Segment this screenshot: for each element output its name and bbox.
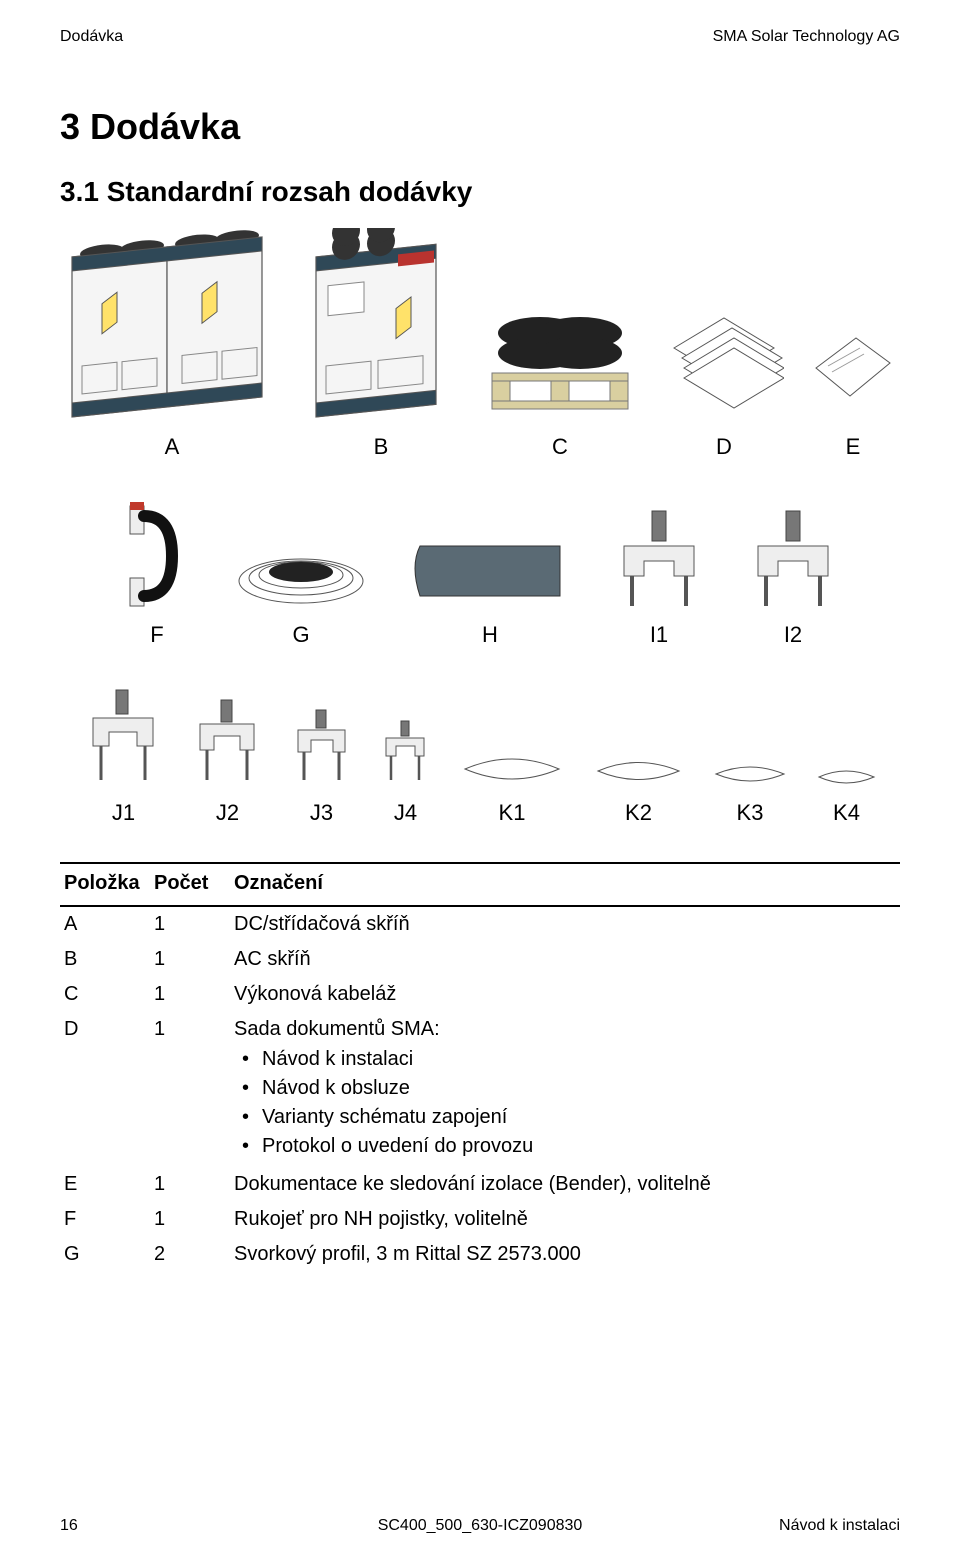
cell-desc: Výkonová kabeláž	[230, 977, 900, 1012]
label-K4: K4	[814, 800, 879, 826]
table-row: C1Výkonová kabeláž	[60, 977, 900, 1012]
subsection-title: 3.1 Standardní rozsah dodávky	[60, 176, 900, 208]
th-desc: Označení	[230, 863, 900, 906]
header-left: Dodávka	[60, 28, 123, 46]
figure-row-2	[60, 496, 900, 616]
illus-J2	[190, 694, 265, 794]
illus-C	[480, 278, 640, 428]
illus-J3	[289, 704, 354, 794]
table-row: A1DC/střídačová skříň	[60, 906, 900, 942]
figure-row-3	[60, 684, 900, 794]
illus-K4	[814, 760, 879, 794]
label-K1: K1	[457, 800, 567, 826]
cell-qty: 2	[150, 1237, 230, 1272]
illus-K1	[457, 744, 567, 794]
table-row: F1Rukojeť pro NH pojistky, volitelně	[60, 1202, 900, 1237]
label-H: H	[400, 622, 580, 648]
cell-desc: Dokumentace ke sledování izolace (Bender…	[230, 1167, 900, 1202]
cell-desc: DC/střídačová skříň	[230, 906, 900, 942]
desc-bullet: Varianty schématu zapojení	[262, 1103, 890, 1132]
table-row: G2Svorkový profil, 3 m Rittal SZ 2573.00…	[60, 1237, 900, 1272]
illus-F	[112, 496, 202, 616]
illus-H	[400, 526, 580, 616]
label-D: D	[664, 434, 784, 460]
label-J4: J4	[378, 800, 433, 826]
cell-desc: Rukojeť pro NH pojistky, volitelně	[230, 1202, 900, 1237]
label-J2: J2	[190, 800, 265, 826]
illus-K3	[710, 754, 790, 794]
footer-title: Návod k instalaci	[779, 1517, 900, 1535]
figure-row-3-labels: J1 J2 J3 J4 K1 K2 K3 K4	[60, 800, 900, 826]
cell-qty: 1	[150, 1167, 230, 1202]
illus-B	[306, 228, 456, 428]
header-right: SMA Solar Technology AG	[713, 28, 900, 46]
running-header: Dodávka SMA Solar Technology AG	[60, 28, 900, 46]
illus-E	[808, 318, 898, 428]
cell-qty: 1	[150, 942, 230, 977]
figure-row-1	[60, 228, 900, 428]
figure-row-2-labels: F G H I1 I2	[60, 622, 900, 648]
illus-J4	[378, 716, 433, 794]
label-J3: J3	[289, 800, 354, 826]
delivery-table: Položka Počet Označení A1DC/střídačová s…	[60, 862, 900, 1272]
label-K2: K2	[591, 800, 686, 826]
label-K3: K3	[710, 800, 790, 826]
th-qty: Počet	[150, 863, 230, 906]
footer-page: 16	[60, 1517, 78, 1535]
cell-desc: Sada dokumentů SMA:Návod k instalaciNávo…	[230, 1012, 900, 1167]
label-C: C	[480, 434, 640, 460]
footer-docid: SC400_500_630-ICZ090830	[60, 1517, 900, 1535]
label-I1: I1	[604, 622, 714, 648]
cell-item: D	[60, 1012, 150, 1167]
illus-K2	[591, 748, 686, 794]
label-J1: J1	[81, 800, 166, 826]
cell-qty: 1	[150, 977, 230, 1012]
desc-bullet: Návod k obsluze	[262, 1074, 890, 1103]
th-item: Položka	[60, 863, 150, 906]
illus-I1	[604, 506, 714, 616]
cell-desc: Svorkový profil, 3 m Rittal SZ 2573.000	[230, 1237, 900, 1272]
delivery-figure: A B C D E	[60, 228, 900, 826]
label-B: B	[306, 434, 456, 460]
label-A: A	[62, 434, 282, 460]
illus-I2	[738, 506, 848, 616]
cell-qty: 1	[150, 1012, 230, 1167]
label-E: E	[808, 434, 898, 460]
desc-bullet: Protokol o uvedení do provozu	[262, 1132, 890, 1161]
cell-item: G	[60, 1237, 150, 1272]
label-G: G	[226, 622, 376, 648]
illus-J1	[81, 684, 166, 794]
table-row: E1Dokumentace ke sledování izolace (Bend…	[60, 1167, 900, 1202]
cell-qty: 1	[150, 906, 230, 942]
page-footer: 16 SC400_500_630-ICZ090830 Návod k insta…	[60, 1517, 900, 1535]
illus-A	[62, 228, 282, 428]
label-F: F	[112, 622, 202, 648]
cell-item: F	[60, 1202, 150, 1237]
table-header-row: Položka Počet Označení	[60, 863, 900, 906]
desc-bullets: Návod k instalaciNávod k obsluzeVarianty…	[234, 1045, 890, 1161]
cell-item: E	[60, 1167, 150, 1202]
label-I2: I2	[738, 622, 848, 648]
desc-bullet: Návod k instalaci	[262, 1045, 890, 1074]
cell-item: A	[60, 906, 150, 942]
figure-row-1-labels: A B C D E	[60, 434, 900, 460]
table-row: B1AC skříň	[60, 942, 900, 977]
table-row: D1Sada dokumentů SMA:Návod k instalaciNá…	[60, 1012, 900, 1167]
cell-item: B	[60, 942, 150, 977]
section-title: 3 Dodávka	[60, 106, 900, 148]
cell-desc: AC skříň	[230, 942, 900, 977]
illus-G	[226, 526, 376, 616]
cell-item: C	[60, 977, 150, 1012]
cell-qty: 1	[150, 1202, 230, 1237]
illus-D	[664, 298, 784, 428]
